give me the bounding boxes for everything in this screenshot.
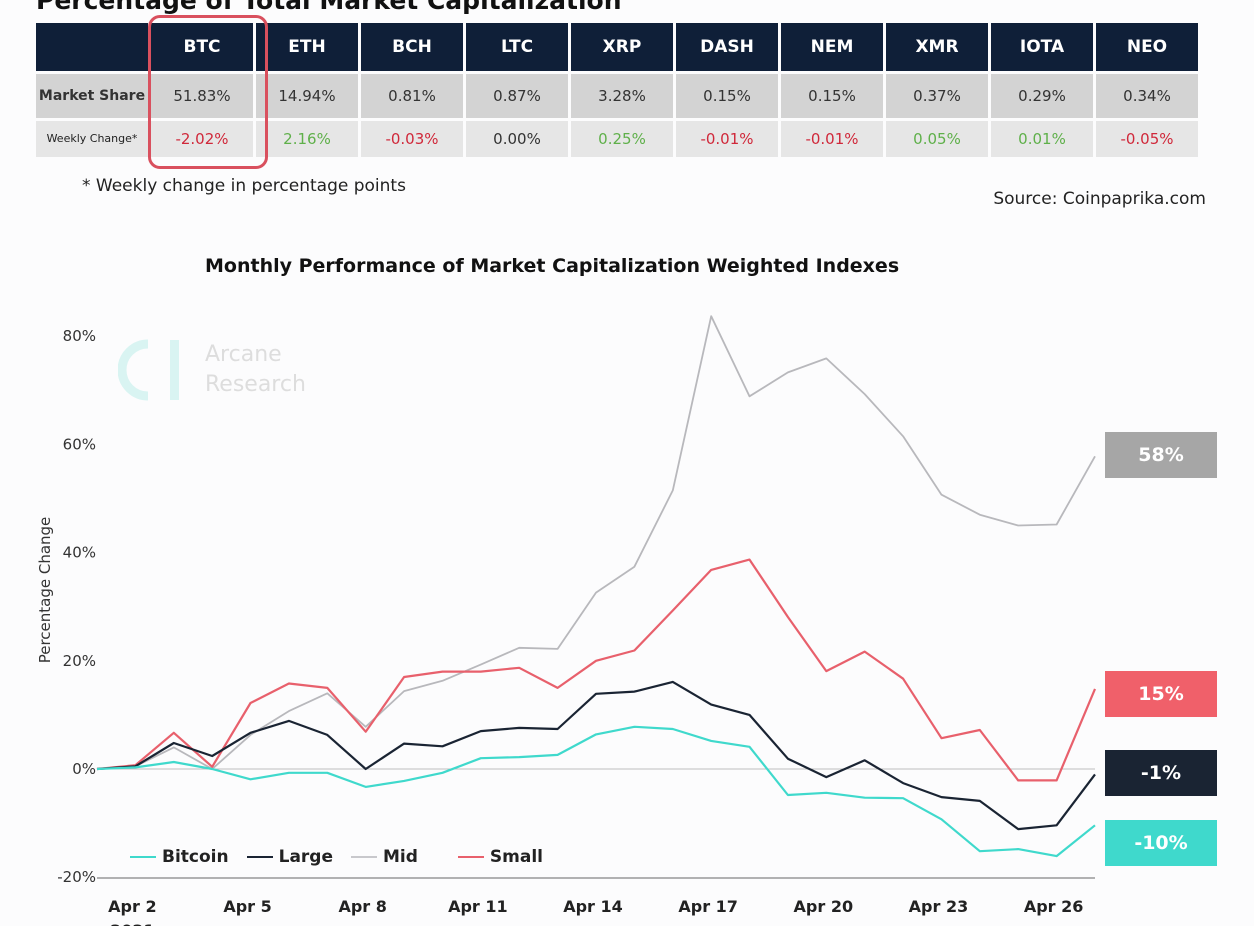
btc-highlight-box — [148, 15, 268, 169]
market-share-label: Market Share — [36, 74, 148, 118]
table-header-row: BTC ETH BCH LTC XRP DASH NEM XMR IOTA NE… — [36, 23, 1198, 71]
header-btc: BTC — [151, 23, 253, 71]
legend-item-large: Large — [246, 847, 333, 867]
y-tick-label: 20% — [63, 652, 96, 670]
chart-title: Monthly Performance of Market Capitaliza… — [205, 255, 900, 277]
footnote: * Weekly change in percentage points — [82, 176, 406, 196]
share-cell: 51.83% — [151, 74, 253, 118]
legend-swatch — [130, 856, 156, 858]
header-nem: NEM — [781, 23, 883, 71]
x-tick-label: Apr 26 — [1024, 897, 1084, 916]
share-cell: 0.87% — [466, 74, 568, 118]
y-tick-label: -20% — [57, 868, 96, 886]
share-cell: 0.37% — [886, 74, 988, 118]
header-bch: BCH — [361, 23, 463, 71]
end-label-mid: 58% — [1105, 432, 1217, 478]
x-tick-label: Apr 8 — [338, 897, 386, 916]
x-tick-label: Apr 5 — [223, 897, 271, 916]
header-blank — [36, 23, 148, 71]
change-cell: -0.05% — [1096, 121, 1198, 157]
weekly-change-row: Weekly Change* -2.02% 2.16% -0.03% 0.00%… — [36, 121, 1198, 157]
change-cell: 0.05% — [886, 121, 988, 157]
series-line-small — [96, 558, 1097, 782]
share-cell: 0.34% — [1096, 74, 1198, 118]
legend-swatch — [246, 856, 273, 858]
arcane-logo-icon — [118, 339, 179, 401]
header-dash: DASH — [676, 23, 778, 71]
change-cell: 2.16% — [256, 121, 358, 157]
legend-item-bitcoin: Bitcoin — [130, 847, 229, 867]
watermark: Arcane Research — [205, 340, 306, 400]
change-cell: 0.00% — [466, 121, 568, 157]
share-cell: 14.94% — [256, 74, 358, 118]
share-cell: 0.29% — [991, 74, 1093, 118]
watermark-line1: Arcane — [205, 342, 282, 367]
series-line-bitcoin — [96, 725, 1096, 858]
share-cell: 3.28% — [571, 74, 673, 118]
end-label-small: 15% — [1105, 671, 1217, 717]
header-eth: ETH — [256, 23, 358, 71]
y-tick-label: 40% — [63, 544, 96, 562]
x-tick-label: Apr 17 — [678, 897, 738, 916]
header-xrp: XRP — [571, 23, 673, 71]
legend-item-mid: Mid — [351, 847, 418, 867]
watermark-line2: Research — [205, 372, 306, 397]
x-tick-label: Apr 20 — [794, 897, 854, 916]
y-tick-label: 80% — [63, 327, 96, 345]
share-cell: 0.15% — [676, 74, 778, 118]
series-line-large — [96, 680, 1096, 831]
table-title: Percentage of Total Market Capitalizatio… — [36, 0, 622, 15]
header-neo: NEO — [1096, 23, 1198, 71]
end-label-bitcoin: -10% — [1105, 820, 1217, 866]
legend-label: Bitcoin — [162, 847, 229, 867]
x-tick-label: Apr 23 — [909, 897, 969, 916]
x-tick-label: Apr 14 — [563, 897, 623, 916]
legend-swatch — [457, 856, 484, 858]
change-cell: 0.25% — [571, 121, 673, 157]
change-cell: -0.01% — [676, 121, 778, 157]
header-iota: IOTA — [991, 23, 1093, 71]
y-tick-label: 0% — [72, 760, 96, 778]
legend-label: Small — [489, 847, 544, 867]
source-note: Source: Coinpaprika.com — [993, 189, 1206, 209]
y-tick-label: 60% — [63, 435, 96, 453]
legend-swatch — [351, 856, 377, 858]
legend-label: Mid — [383, 847, 418, 867]
legend: Bitcoin Large Mid Small — [130, 847, 551, 867]
header-ltc: LTC — [466, 23, 568, 71]
legend-label: Large — [278, 847, 333, 867]
end-label-large: -1% — [1105, 750, 1217, 796]
market-share-row: Market Share 51.83% 14.94% 0.81% 0.87% 3… — [36, 74, 1198, 118]
share-cell: 0.15% — [781, 74, 883, 118]
y-axis-label: Percentage Change — [36, 517, 54, 664]
change-cell: -0.03% — [361, 121, 463, 157]
change-cell: 0.01% — [991, 121, 1093, 157]
legend-item-small: Small — [457, 847, 544, 867]
x-tick-label: Apr 11 — [448, 897, 508, 916]
header-xmr: XMR — [886, 23, 988, 71]
market-cap-table: BTC ETH BCH LTC XRP DASH NEM XMR IOTA NE… — [33, 20, 1201, 160]
weekly-change-label: Weekly Change* — [36, 121, 148, 157]
change-cell: -2.02% — [151, 121, 253, 157]
x-tick-label: Apr 2 — [108, 897, 156, 916]
x-sub-label: 2021 — [110, 921, 155, 926]
series-line-mid — [96, 315, 1096, 770]
change-cell: -0.01% — [781, 121, 883, 157]
share-cell: 0.81% — [361, 74, 463, 118]
